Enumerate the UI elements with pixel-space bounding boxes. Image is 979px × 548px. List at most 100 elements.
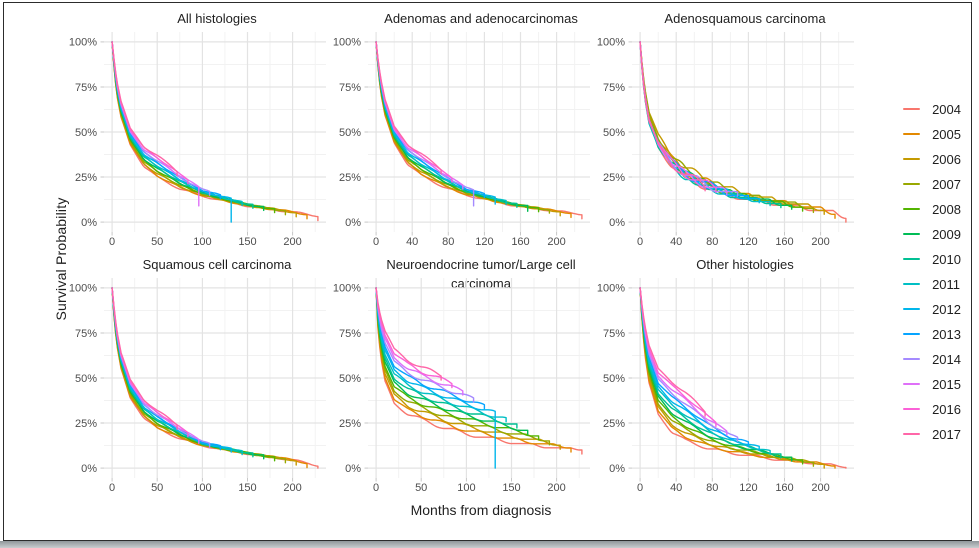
survival-curve-2013	[111, 287, 222, 451]
x-tick-label: 150	[502, 482, 520, 494]
legend-label: 2013	[932, 326, 961, 342]
y-tick-label: 0%	[609, 217, 625, 229]
y-tick-label: 25%	[75, 172, 97, 184]
y-tick-label: 25%	[339, 172, 361, 184]
survival-curve-2013	[111, 41, 222, 200]
survival-curve-2009	[375, 287, 529, 435]
y-tick-label: 100%	[333, 283, 361, 295]
x-tick-label: 0	[109, 236, 115, 248]
x-tick-label: 200	[811, 482, 829, 494]
legend-label: 2010	[932, 251, 961, 267]
y-tick-label: 0%	[345, 463, 361, 475]
panel-all-histologies: All histologies 0 50 100 150 200 0% 25% 50% 75% 1…	[68, 9, 330, 249]
y-tick-label: 75%	[75, 328, 97, 340]
x-tick-label: 80	[706, 236, 718, 248]
x-tick-label: 100	[193, 482, 211, 494]
x-tick-label: 160	[775, 482, 793, 494]
panel-title: Adenomas and adenocarcinomas	[384, 11, 578, 26]
survival-curve-2014	[375, 287, 475, 403]
survival-curve-2017	[375, 41, 442, 175]
legend-item-2017: 2017	[903, 425, 961, 444]
y-tick-label: 50%	[75, 373, 97, 385]
survival-curve-2013	[375, 41, 486, 199]
y-tick-label: 25%	[339, 418, 361, 430]
y-tick-label: 100%	[69, 283, 97, 295]
legend-label: 2009	[932, 226, 961, 242]
survival-curve-2006	[639, 41, 825, 215]
y-tick-label: 50%	[603, 127, 625, 139]
legend-item-2015: 2015	[903, 375, 961, 394]
legend-item-2016: 2016	[903, 400, 961, 419]
survival-curve-2012	[375, 287, 496, 469]
x-tick-label: 200	[547, 236, 565, 248]
legend-label: 2012	[932, 301, 961, 317]
legend-item-2006: 2006	[903, 150, 961, 169]
survival-curve-2009	[111, 41, 265, 212]
survival-plot-adenomas-adenocarcinomas: 0 40 80 120 160 200 0% 25% 50% 75% 100%	[333, 32, 590, 248]
legend-item-2010: 2010	[903, 250, 961, 269]
legend-label: 2017	[932, 426, 961, 442]
y-tick-label: 100%	[333, 37, 361, 49]
survival-curve-2004	[375, 287, 583, 455]
x-tick-label: 120	[475, 236, 493, 248]
x-tick-label: 160	[511, 236, 529, 248]
legend-key-line	[903, 408, 921, 410]
x-tick-label: 0	[637, 236, 643, 248]
survival-curve-2012	[111, 287, 232, 453]
legend-key-line	[903, 133, 921, 135]
survival-curve-2006	[111, 287, 297, 466]
legend-label: 2004	[932, 101, 961, 117]
panel-title: All histologies	[177, 11, 257, 26]
survival-curve-2017	[111, 287, 178, 430]
legend-key-line	[903, 108, 921, 110]
survival-curve-2013	[639, 287, 750, 447]
x-tick-label: 80	[706, 482, 718, 494]
y-tick-label: 100%	[597, 37, 625, 49]
panel-title: Adenosquamous carcinoma	[664, 11, 826, 26]
legend-key-line	[903, 433, 921, 435]
survival-curve-2009	[375, 41, 529, 212]
y-tick-label: 100%	[597, 283, 625, 295]
legend-item-2011: 2011	[903, 275, 961, 294]
panel-title: Other histologies	[696, 257, 794, 272]
x-tick-label: 120	[739, 236, 757, 248]
x-axis-title: Months from diagnosis	[410, 502, 552, 518]
panel-title: Neuroendocrine tumor/Large cell carcinom…	[386, 257, 576, 291]
survival-curve-2008	[111, 41, 276, 214]
survival-curve-2014	[639, 287, 739, 442]
legend-key-line	[903, 383, 921, 385]
legend-year: 2004 2005 2006 2007 2008 2009 2010 2011 2012 2013…	[903, 100, 961, 444]
legend-label: 2015	[932, 376, 961, 392]
legend-item-2014: 2014	[903, 350, 961, 369]
survival-curve-2011	[375, 287, 507, 423]
legend-key-line	[903, 358, 921, 360]
survival-curve-2017	[639, 41, 706, 192]
panel-adenomas-adenocarcinomas: Adenomas and adenocarcinomas 0 40 80 120 160…	[332, 9, 594, 249]
survival-plot-all-histologies: 0 50 100 150 200 0% 25% 50% 75% 100%	[69, 32, 326, 248]
y-tick-label: 75%	[339, 328, 361, 340]
legend-item-2013: 2013	[903, 325, 961, 344]
x-tick-label: 0	[373, 236, 379, 248]
x-tick-label: 40	[670, 482, 682, 494]
panel-squamous-cell-carcinoma: Squamous cell carcinoma 0 50 100 150 200 0% 25…	[68, 255, 330, 495]
survival-curve-2015	[639, 287, 728, 436]
y-axis-title: Survival Probability	[53, 197, 69, 321]
x-tick-label: 100	[457, 482, 475, 494]
legend-key-line	[903, 158, 921, 160]
legend-label: 2011	[932, 276, 961, 292]
survival-curve-2010	[111, 41, 254, 209]
panel-title: Squamous cell carcinoma	[142, 257, 292, 272]
survival-curve-2010	[639, 287, 782, 459]
y-tick-label: 25%	[603, 418, 625, 430]
y-tick-label: 25%	[75, 418, 97, 430]
x-tick-label: 200	[547, 482, 565, 494]
legend-label: 2008	[932, 201, 961, 217]
y-tick-label: 75%	[75, 82, 97, 94]
y-tick-label: 75%	[339, 82, 361, 94]
survival-plot-neuroendocrine-large-cell: 0 50 100 150 200 0% 25% 50% 75% 100%	[333, 278, 590, 494]
panel-other-histologies: Other histologies 0 40 80 120 160 200 0% 25% 50%…	[596, 255, 858, 495]
legend-label: 2016	[932, 401, 961, 417]
x-tick-label: 50	[151, 482, 163, 494]
x-tick-label: 100	[193, 236, 211, 248]
survival-curve-2005	[375, 287, 572, 453]
